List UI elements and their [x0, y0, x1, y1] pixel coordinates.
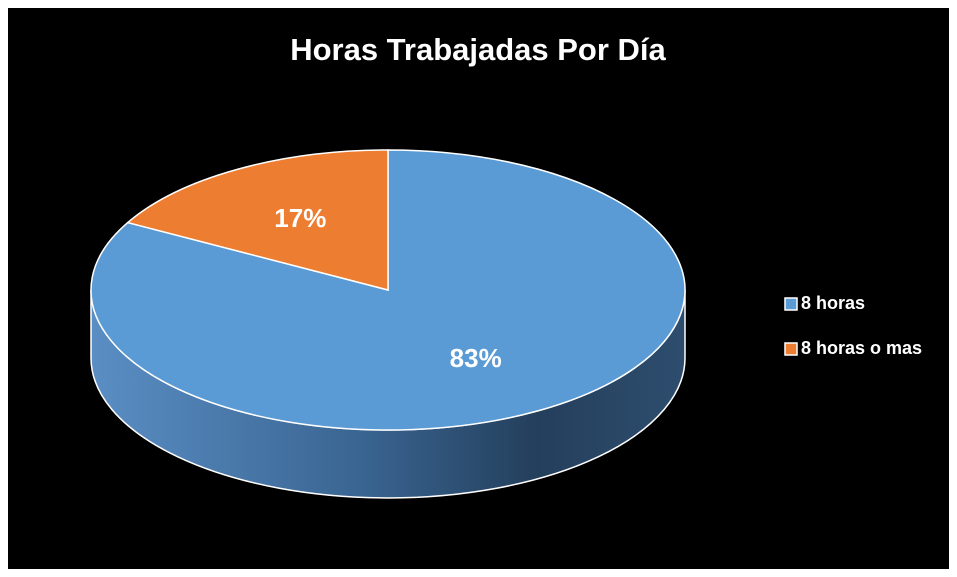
legend-label: 8 horas — [801, 293, 865, 313]
legend-swatch — [784, 342, 798, 356]
pie-slice — [126, 149, 389, 291]
data-label: 83% — [450, 343, 502, 373]
legend-label: 8 horas o mas — [801, 338, 922, 358]
chart-title: Horas Trabajadas Por Día — [290, 32, 666, 67]
data-label: 17% — [274, 203, 326, 233]
legend-swatch — [784, 297, 798, 311]
